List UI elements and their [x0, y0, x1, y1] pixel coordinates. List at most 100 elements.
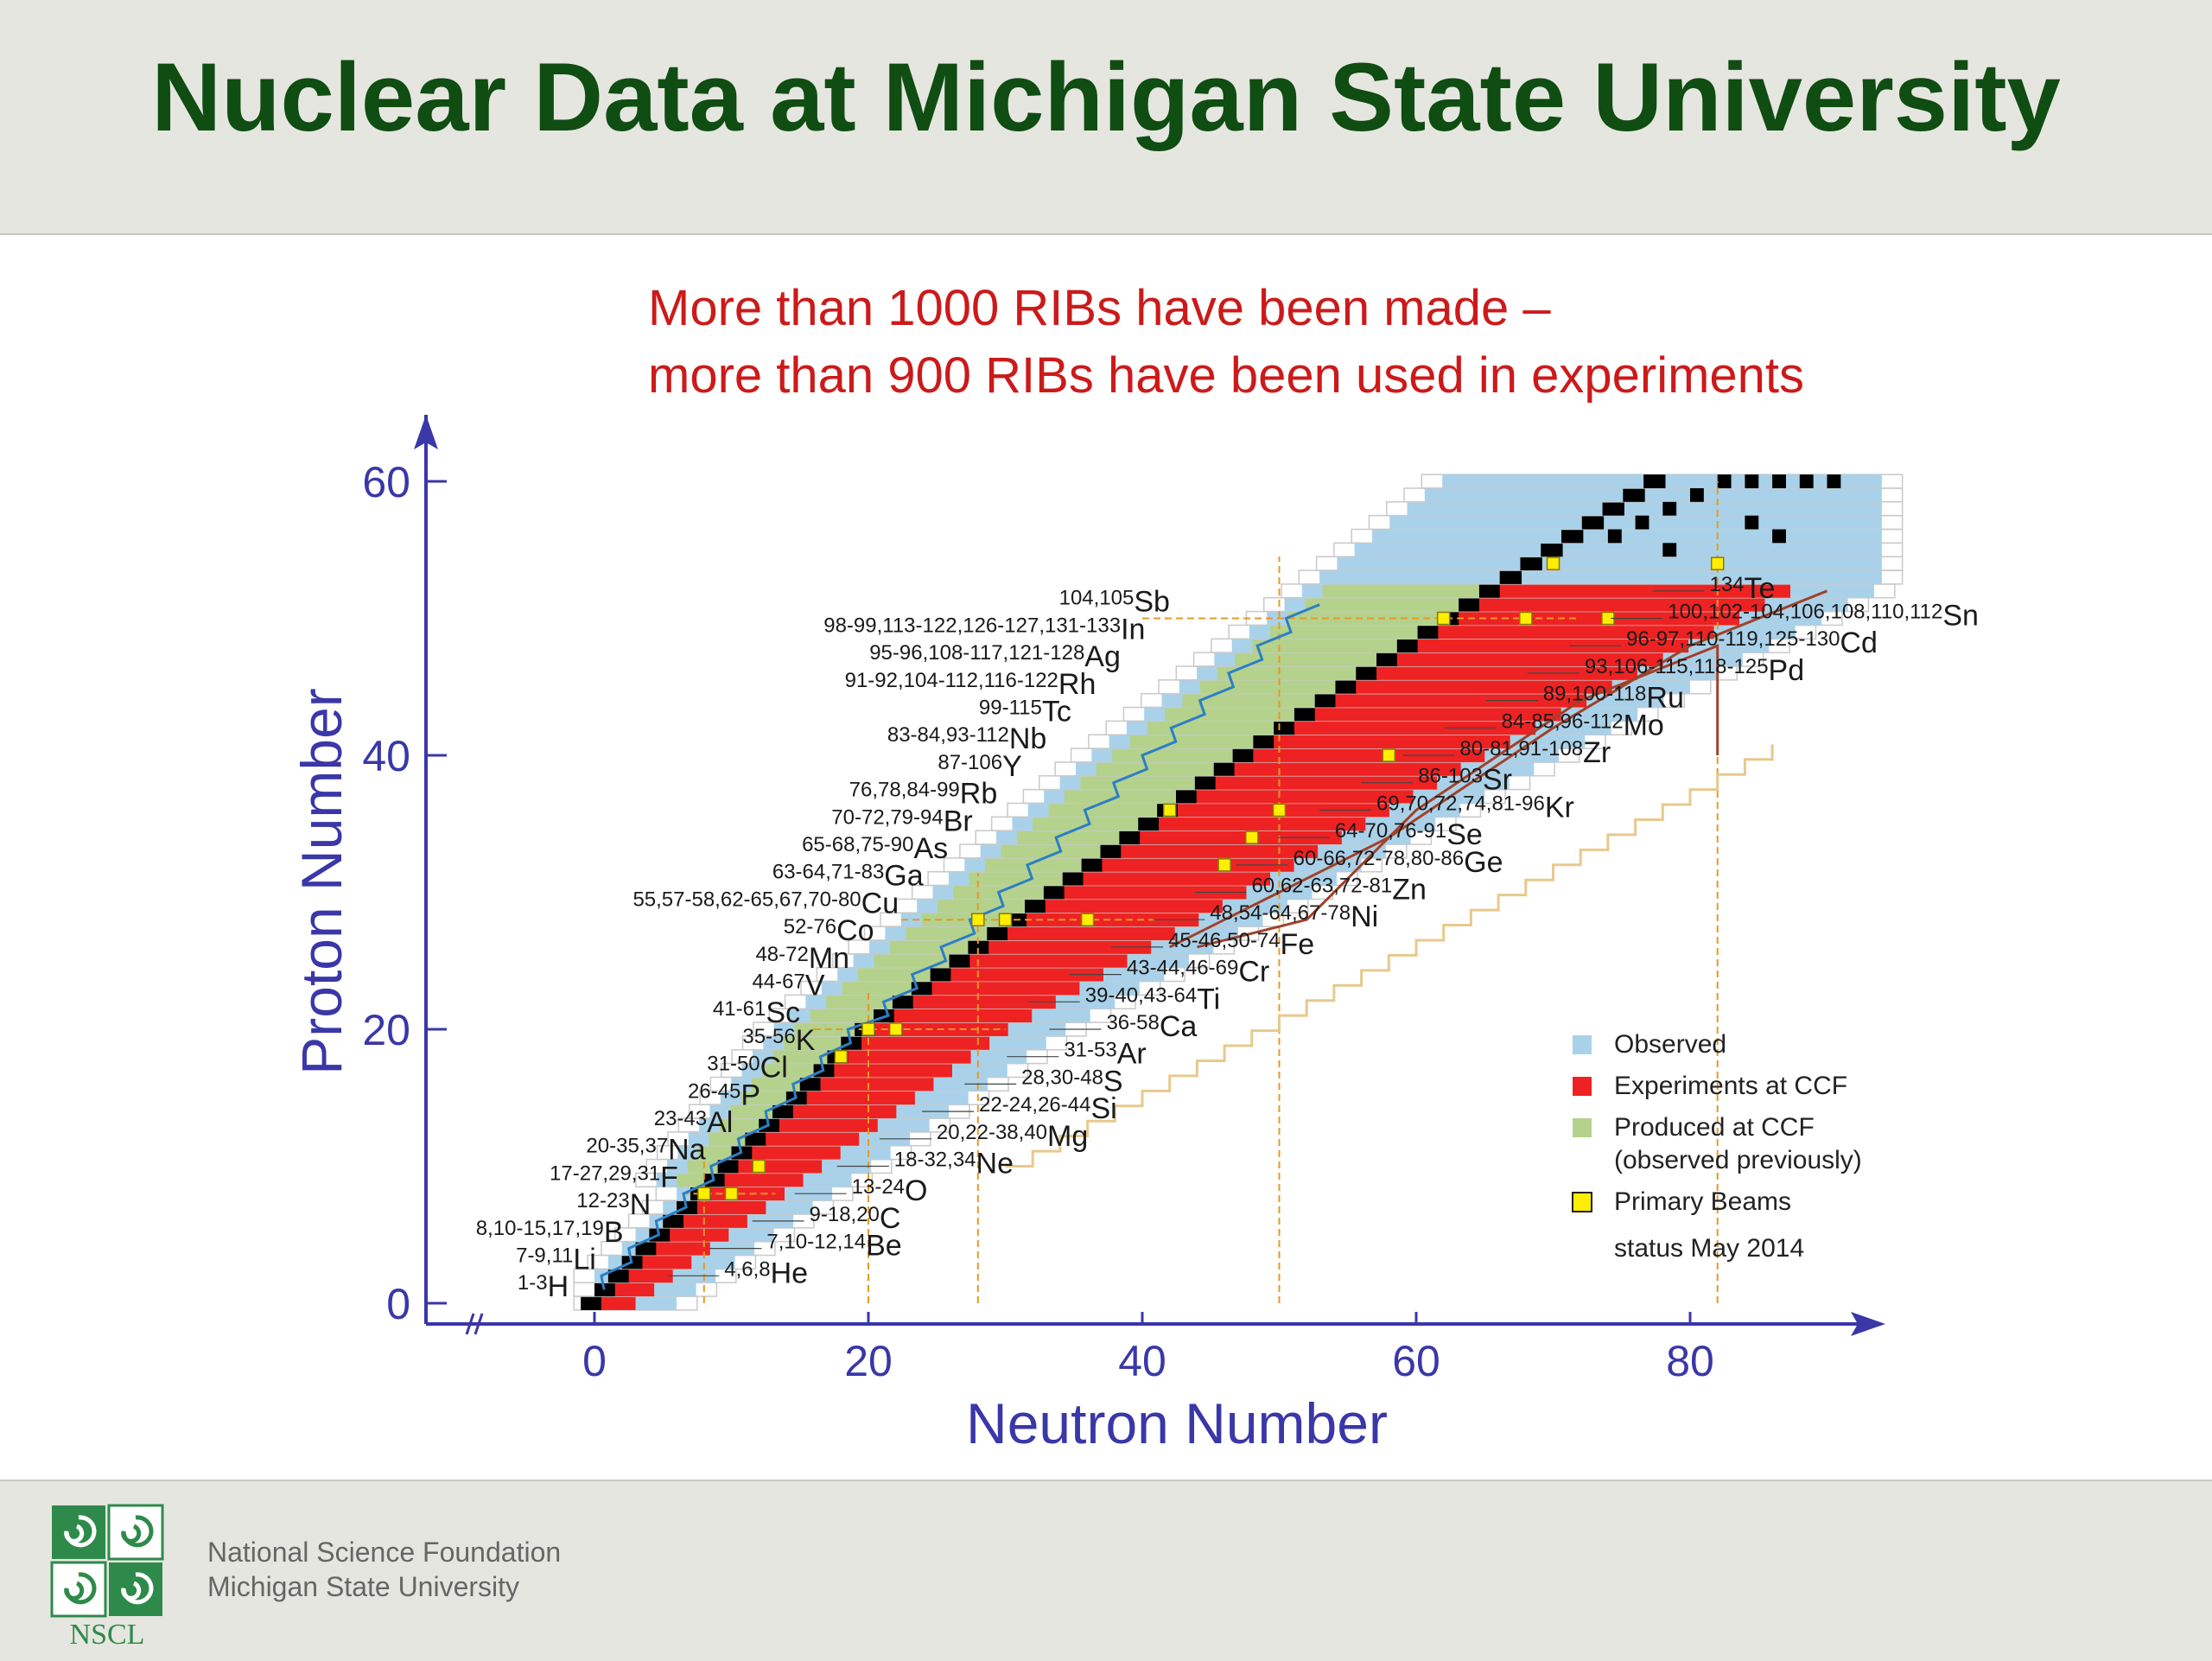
produced-row [1182, 693, 1315, 708]
primary-beam-marker [724, 1187, 739, 1200]
experiment-row [738, 1159, 823, 1174]
experiment-row [1083, 871, 1271, 886]
nscl-logo-icon: NSCL [50, 1504, 164, 1647]
produced-row [1112, 748, 1233, 762]
produced-row [842, 981, 912, 996]
isotope-label-left: 7-9,11Li [516, 1243, 596, 1276]
isotope-label-right: 69,70,72,74,81-96Kr [1376, 791, 1574, 824]
isotope-label-right: 134Te [1709, 572, 1775, 605]
stable-block [1745, 474, 1759, 488]
stable-row [968, 939, 990, 954]
isotope-label-right: 43-44,46-69Cr [1127, 956, 1269, 989]
stable-row [1043, 885, 1066, 900]
isotope-label-left: 1-3H [518, 1270, 569, 1303]
stable-row [1062, 871, 1085, 886]
experiment-row [614, 1282, 655, 1297]
isotope-label-left: 48-72Mn [755, 942, 849, 975]
logo-text: NSCL [70, 1619, 145, 1647]
stable-row [1459, 597, 1481, 612]
isotope-label-right: 96-97,110-119,125-130Cd [1626, 627, 1878, 659]
stable-block [1772, 529, 1786, 544]
isotope-label-right: 20,22-38,40Mg [937, 1120, 1088, 1153]
produced-row [1269, 625, 1418, 640]
legend-swatch [1572, 1192, 1592, 1212]
stable-row [677, 1200, 699, 1214]
experiment-row [988, 939, 1152, 954]
stable-row [1623, 487, 1645, 502]
legend-label: Experiments at CCF [1614, 1072, 1847, 1100]
primary-beam-marker [1162, 803, 1177, 818]
produced-row [1217, 665, 1357, 680]
produced-row [1048, 803, 1158, 818]
experiment-row [1215, 775, 1438, 790]
produced-row [1147, 721, 1274, 735]
x-tick-label: 60 [1392, 1337, 1440, 1385]
stable-row [841, 1035, 863, 1050]
isotope-label-right: 64-70,76-91Se [1335, 818, 1483, 851]
stable-row [1602, 501, 1624, 516]
produced-row [857, 967, 931, 982]
stable-row [745, 1131, 767, 1146]
observed-row [1424, 487, 1882, 502]
isotope-label-left: 35-56K [742, 1024, 815, 1057]
produced-row [874, 953, 950, 968]
isotope-label-left: 52-76Co [784, 914, 874, 947]
legend-swatch [1573, 1035, 1592, 1054]
stable-row [1314, 693, 1338, 708]
isotope-label-left: 76,78,84-99Rb [849, 778, 998, 811]
stable-row [1396, 639, 1420, 653]
stable-row [581, 1296, 603, 1310]
stable-row [607, 1269, 631, 1283]
experiment-row [752, 1145, 841, 1160]
isotope-label-right: 45-46,50-74Fe [1168, 928, 1314, 961]
produced-row [794, 1022, 855, 1036]
stable-row [1081, 857, 1103, 872]
y-tick-label: 20 [362, 1006, 410, 1054]
stable-row [1417, 625, 1440, 640]
footer-line-2: Michigan State University [207, 1571, 520, 1602]
legend-label-sub: (observed previously) [1614, 1146, 1862, 1174]
stable-row [1520, 557, 1542, 571]
experiment-row [724, 1173, 804, 1187]
primary-beam-marker [1080, 913, 1095, 926]
primary-beam-marker [1217, 858, 1231, 872]
experiment-row [1438, 625, 1714, 640]
y-tick-label: 0 [386, 1280, 410, 1328]
stable-row [1253, 735, 1275, 749]
stable-row [1119, 830, 1141, 845]
isotope-label-left: 99-115Tc [979, 695, 1071, 728]
slide-title: Nuclear Data at Michigan State Universit… [151, 43, 2061, 151]
stable-row [1643, 474, 1666, 488]
produced-row [1129, 735, 1254, 749]
s-process-path [1197, 643, 1719, 949]
stable-row [1138, 817, 1160, 831]
y-axis-arrow-icon [414, 415, 438, 449]
experiment-row [601, 1296, 636, 1310]
produced-row [1164, 707, 1294, 722]
legend-status-note: status May 2014 [1614, 1234, 1804, 1263]
experiment-row [766, 1131, 860, 1146]
isotope-label-right: 86-103Sr [1418, 764, 1512, 797]
primary-beam-marker [1546, 557, 1560, 570]
experiment-row [1064, 885, 1247, 900]
primary-beam-marker [1436, 611, 1451, 626]
produced-row [937, 899, 1026, 913]
primary-beam-marker [1710, 557, 1725, 570]
experiment-row [1045, 899, 1223, 913]
rp-process-paths [600, 589, 1828, 1290]
primary-beam-marker [861, 1022, 875, 1036]
stable-row [759, 1118, 781, 1132]
stable-row [1213, 761, 1236, 776]
isotope-label-right: 18-32,34Ne [894, 1148, 1014, 1181]
produced-row [826, 995, 893, 1009]
isotope-label-left: 65-68,75-90As [802, 832, 948, 865]
produced-row [1305, 597, 1459, 612]
isotope-label-left: 98-99,113-122,126-127,131-133In [823, 613, 1145, 646]
stable-row [799, 1077, 823, 1091]
produced-row [810, 1009, 874, 1023]
isotope-label-right: 13-24O [852, 1174, 928, 1207]
primary-beam-markers [697, 557, 1725, 1200]
isotope-label-left: 83-84,93-112Nb [887, 722, 1046, 755]
stable-block [1662, 543, 1677, 557]
stable-row [1100, 844, 1122, 858]
